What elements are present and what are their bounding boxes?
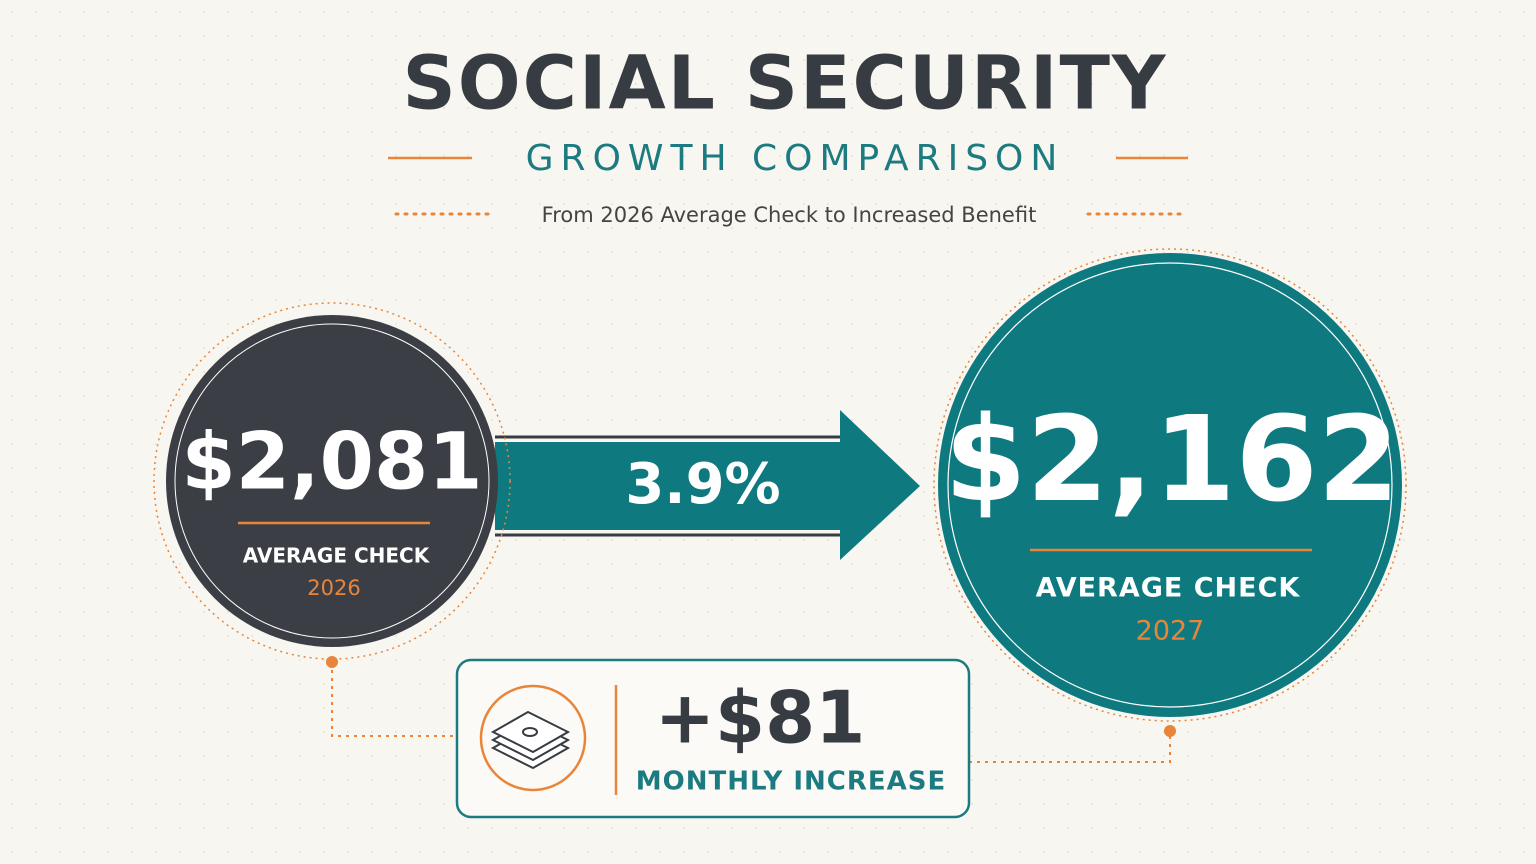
- outer-ring: [933, 248, 1407, 722]
- amount-before: $2,081: [182, 417, 483, 507]
- subtitle: GROWTH COMPARISON: [526, 138, 1065, 179]
- title: SOCIAL SECURITY: [402, 41, 1167, 127]
- icon-ring: [479, 684, 587, 792]
- connector-dot: [326, 656, 338, 668]
- connector-dot: [1164, 725, 1176, 737]
- outer-ring: [153, 302, 511, 660]
- increase-amount: +$81: [655, 676, 866, 760]
- label-after: AVERAGE CHECK: [1036, 573, 1301, 604]
- money-icon: [490, 710, 571, 770]
- growth-rate: 3.9%: [625, 452, 780, 517]
- label-before: AVERAGE CHECK: [243, 544, 431, 568]
- connector: [331, 662, 457, 737]
- circle-after: [938, 253, 1402, 717]
- inner-ring: [947, 262, 1393, 708]
- connector: [969, 731, 1171, 763]
- amount-after: $2,162: [944, 390, 1399, 528]
- circle-before: [166, 315, 498, 647]
- inner-ring: [174, 323, 490, 639]
- tagline: From 2026 Average Check to Increased Ben…: [542, 203, 1037, 227]
- increase-label: MONTHLY INCREASE: [636, 767, 947, 797]
- year-before: 2026: [307, 576, 360, 600]
- increase-box: [455, 658, 971, 819]
- arrow: [495, 410, 920, 560]
- year-after: 2027: [1136, 616, 1205, 647]
